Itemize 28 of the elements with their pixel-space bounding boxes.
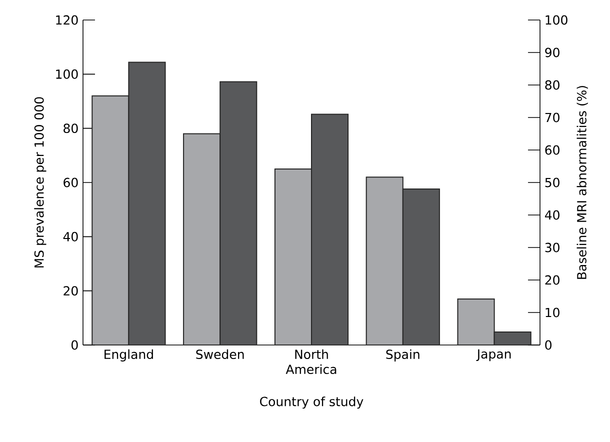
y-tick-label: 120	[56, 15, 78, 25]
x-tick-label: England	[104, 349, 153, 362]
x-axis-title: Country of study	[260, 396, 364, 409]
bar	[457, 298, 495, 345]
y2-tick-label: 60	[545, 145, 560, 155]
y-tick-label: 80	[64, 124, 78, 134]
y-tick-label: 60	[64, 178, 78, 188]
y-tick-label: 100	[56, 69, 78, 79]
y2-tick-label: 10	[546, 308, 560, 318]
y2-tick-label: 40	[544, 210, 560, 220]
y2-tick-label: 20	[545, 275, 560, 285]
y2-tick-label: 80	[545, 80, 560, 90]
y2-tick-label: 30	[545, 242, 560, 252]
y2-tick-label: 70	[545, 112, 560, 122]
y-axis-title: MS prevalence per 100 000	[34, 97, 46, 268]
x-tick-label: Sweden	[196, 349, 244, 360]
x-tick-label: North America	[286, 349, 336, 374]
y-tick-label: 20	[64, 286, 78, 296]
y-tick-label: 0	[72, 340, 78, 350]
y2-tick-label: 90	[545, 48, 560, 58]
y2-tick-label: 100	[546, 15, 568, 25]
x-tick-label: Japan	[476, 349, 511, 362]
x-tick-label: Spain	[386, 349, 420, 362]
y2-tick-label: 50	[545, 178, 560, 188]
y2-tick-label: 0	[545, 340, 552, 350]
y2-axis-title: Baseline MRI abnormalities (%)	[576, 86, 588, 279]
bar	[494, 332, 532, 345]
y-tick-label: 40	[63, 232, 78, 242]
